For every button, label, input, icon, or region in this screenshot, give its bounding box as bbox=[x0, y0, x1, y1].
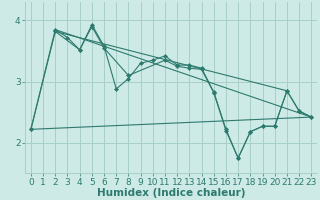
X-axis label: Humidex (Indice chaleur): Humidex (Indice chaleur) bbox=[97, 188, 245, 198]
